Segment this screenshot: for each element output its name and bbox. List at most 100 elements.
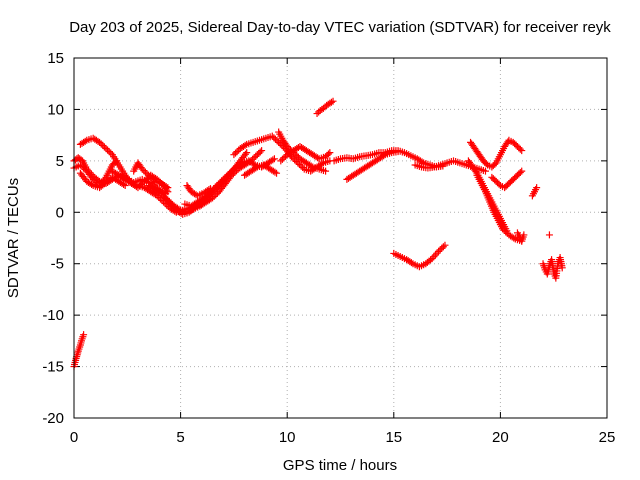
data-point xyxy=(146,173,154,181)
data-point xyxy=(481,167,489,175)
data-point xyxy=(516,169,524,177)
y-tick-label: -15 xyxy=(42,359,64,376)
data-point xyxy=(270,134,278,142)
data-point xyxy=(472,168,480,176)
data-point xyxy=(226,169,234,177)
data-point xyxy=(168,202,176,210)
data-point xyxy=(80,331,88,339)
series-track-11 xyxy=(183,182,214,200)
plot-frame xyxy=(73,57,608,419)
data-point xyxy=(518,147,526,155)
data-point xyxy=(256,148,264,156)
data-point xyxy=(209,194,217,202)
data-point xyxy=(143,170,151,178)
y-tick-labels: -20 -15 -10 -5 0 5 10 15 xyxy=(42,50,64,427)
data-point xyxy=(233,148,241,156)
grid-lines xyxy=(74,58,607,418)
x-tick-label: 15 xyxy=(385,429,402,446)
data-point xyxy=(88,181,96,189)
data-point xyxy=(224,171,232,179)
x-tick-labels: 0 5 10 15 20 25 xyxy=(70,429,616,446)
data-point xyxy=(104,146,112,154)
data-point xyxy=(500,226,508,234)
data-point xyxy=(214,180,222,188)
data-point xyxy=(138,165,146,173)
data-point xyxy=(293,152,301,160)
data-point xyxy=(380,152,388,160)
data-point xyxy=(520,231,528,239)
data-point xyxy=(241,141,249,149)
data-point xyxy=(558,264,566,272)
data-point xyxy=(102,145,110,153)
data-point xyxy=(140,167,148,175)
data-point xyxy=(141,168,149,176)
x-tick-label: 20 xyxy=(492,429,509,446)
data-point xyxy=(78,163,86,171)
data-point xyxy=(99,141,107,149)
series-track-18 xyxy=(343,148,402,183)
data-point xyxy=(212,191,220,199)
data-point xyxy=(322,167,330,175)
data-point xyxy=(439,243,447,251)
data-point xyxy=(219,175,227,183)
data-points xyxy=(70,97,566,371)
series-track-19 xyxy=(390,241,449,271)
data-point xyxy=(169,203,177,211)
data-point xyxy=(241,150,249,158)
x-tick-label: 25 xyxy=(599,429,616,446)
data-point xyxy=(76,161,84,169)
data-point xyxy=(145,171,153,179)
series-track-26 xyxy=(528,184,541,200)
data-point xyxy=(271,135,279,143)
data-point xyxy=(278,155,286,163)
data-point xyxy=(438,244,446,252)
data-point xyxy=(268,132,276,140)
data-point xyxy=(482,160,490,168)
series-track-13 xyxy=(241,161,281,179)
data-point xyxy=(205,186,213,194)
data-point xyxy=(218,177,226,185)
series-track-28 xyxy=(545,231,553,239)
data-point xyxy=(273,169,281,177)
data-point xyxy=(430,253,438,261)
data-point xyxy=(394,148,402,156)
data-point xyxy=(206,185,214,193)
data-point xyxy=(510,234,518,242)
data-point xyxy=(436,246,444,254)
data-point xyxy=(327,98,335,106)
series-track-05 xyxy=(76,169,129,192)
data-point xyxy=(329,97,337,105)
x-tick-label: 0 xyxy=(70,429,78,446)
data-point xyxy=(213,182,221,190)
data-point xyxy=(407,259,415,267)
y-tick-label: -10 xyxy=(42,307,64,324)
series-track-20 xyxy=(411,157,489,175)
data-point xyxy=(441,241,449,249)
data-point xyxy=(222,172,230,180)
data-point xyxy=(230,151,238,159)
data-point xyxy=(140,177,148,185)
data-point xyxy=(502,228,510,236)
data-point xyxy=(149,176,157,184)
chart-title: Day 203 of 2025, Sidereal Day-to-day VTE… xyxy=(69,19,611,36)
axis-ticks xyxy=(73,57,608,419)
data-point xyxy=(231,149,239,157)
data-point xyxy=(271,168,279,176)
data-point xyxy=(319,104,327,112)
series-track-15 xyxy=(277,142,334,165)
data-point xyxy=(216,178,224,186)
data-point xyxy=(243,149,251,157)
data-point xyxy=(431,251,439,259)
data-point xyxy=(299,164,307,172)
data-point xyxy=(280,154,288,162)
data-point xyxy=(499,225,507,233)
data-point xyxy=(166,200,174,208)
data-point xyxy=(121,182,129,190)
y-tick-label: 0 xyxy=(56,204,64,221)
data-point xyxy=(164,184,172,192)
data-point xyxy=(277,157,285,165)
data-point xyxy=(433,249,441,257)
data-point xyxy=(307,162,315,170)
data-point xyxy=(324,150,332,158)
